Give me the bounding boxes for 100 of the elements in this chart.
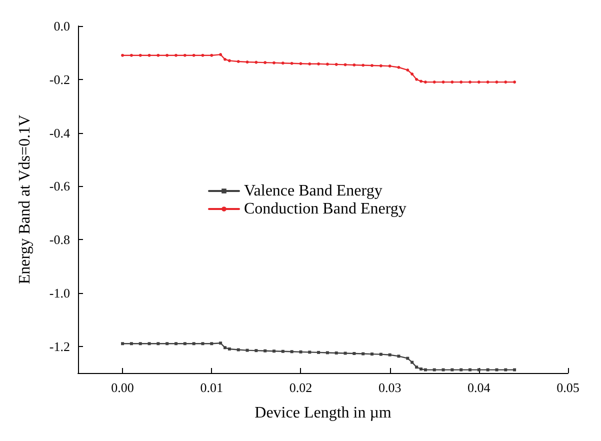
point: [468, 80, 472, 84]
x-axis-title: Device Length in µm: [254, 404, 392, 422]
point: [290, 350, 294, 354]
point: [450, 80, 454, 84]
point: [201, 54, 204, 57]
point: [130, 54, 133, 57]
point: [415, 366, 418, 369]
point: [352, 352, 356, 356]
point: [460, 368, 463, 372]
point: [308, 350, 312, 354]
point: [420, 80, 422, 83]
point: [379, 64, 382, 68]
point: [281, 350, 284, 353]
point: [415, 78, 418, 81]
legend-label: Valence Band Energy: [244, 182, 382, 200]
point: [513, 80, 516, 84]
x-tick-label: 0.00: [111, 380, 134, 395]
point: [362, 352, 365, 356]
point: [174, 54, 178, 57]
point: [219, 53, 222, 56]
point: [183, 342, 186, 346]
point: [504, 80, 508, 84]
point: [442, 368, 445, 372]
x-tick-label: 0.01: [200, 380, 224, 395]
point: [477, 80, 480, 84]
point: [388, 64, 392, 68]
point: [406, 68, 410, 72]
point: [138, 54, 142, 57]
point: [460, 80, 463, 84]
point: [166, 342, 169, 346]
point: [424, 80, 427, 84]
point: [344, 63, 347, 66]
point: [121, 54, 124, 57]
point: [317, 62, 320, 66]
point: [410, 72, 414, 76]
point: [442, 80, 445, 84]
point: [156, 342, 160, 346]
point: [246, 348, 249, 352]
point: [138, 342, 142, 346]
point: [224, 58, 226, 61]
point: [254, 349, 258, 352]
x-tick-label: 0.04: [468, 380, 491, 395]
point: [397, 354, 400, 358]
point: [156, 54, 160, 57]
point: [326, 62, 329, 66]
point: [166, 54, 169, 57]
point: [174, 342, 178, 346]
legend-label: Conduction Band Energy: [244, 200, 406, 218]
y-tick-label: -0.8: [49, 232, 70, 248]
y-tick-label: -0.4: [49, 125, 70, 140]
point: [254, 60, 258, 64]
point: [308, 62, 312, 66]
point: [406, 356, 410, 360]
point: [264, 61, 267, 64]
point: [450, 368, 454, 372]
point: [192, 54, 196, 57]
x-tick-label: 0.02: [289, 380, 312, 395]
point: [352, 63, 356, 66]
point: [334, 351, 338, 354]
point: [192, 342, 196, 346]
point: [410, 360, 414, 364]
point: [495, 80, 498, 84]
point: [228, 59, 231, 62]
point: [334, 62, 338, 66]
point: [183, 54, 186, 57]
y-tick-label: -0.2: [49, 72, 70, 87]
point: [362, 64, 365, 67]
point: [388, 353, 392, 356]
point: [121, 342, 124, 346]
x-tick-label: 0.03: [378, 380, 402, 395]
point: [299, 350, 302, 354]
y-tick-label: 0.0: [54, 18, 70, 34]
point: [210, 54, 214, 57]
point: [130, 342, 133, 346]
point: [379, 352, 382, 356]
point: [210, 342, 214, 346]
point: [148, 54, 151, 57]
point: [224, 346, 226, 350]
y-tick-label: -1.2: [49, 338, 70, 354]
y-tick-label: -0.6: [49, 178, 70, 194]
point: [370, 352, 374, 356]
point: [468, 368, 472, 372]
point: [290, 62, 294, 65]
point: [424, 368, 427, 372]
point: [432, 368, 436, 372]
point: [317, 350, 320, 354]
point: [246, 60, 249, 64]
point: [281, 62, 284, 65]
y-tick-label: -1.0: [49, 285, 70, 300]
point: [486, 80, 490, 84]
point: [299, 62, 302, 66]
point: [397, 66, 400, 69]
point: [228, 347, 231, 350]
point: [219, 342, 222, 345]
point: [495, 368, 498, 372]
x-tick-label: 0.05: [556, 380, 580, 395]
point: [326, 351, 329, 354]
point: [272, 350, 276, 353]
point: [264, 349, 267, 352]
point: [201, 342, 204, 346]
